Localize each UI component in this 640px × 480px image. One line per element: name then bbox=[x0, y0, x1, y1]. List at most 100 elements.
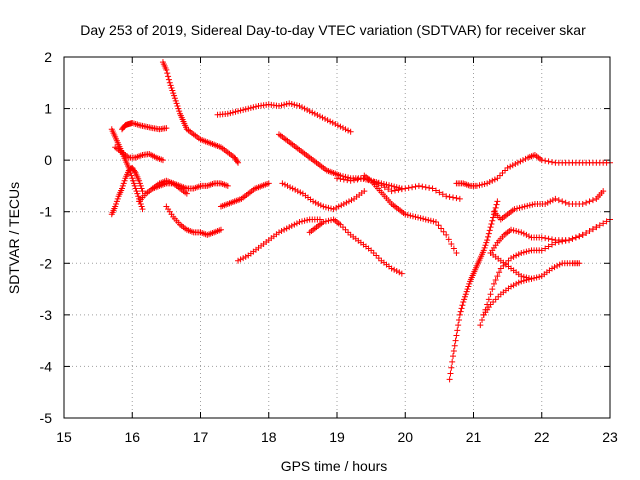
data-point bbox=[291, 221, 298, 228]
data-point bbox=[522, 155, 529, 162]
data-point bbox=[240, 106, 247, 113]
data-point bbox=[487, 224, 494, 231]
data-point bbox=[548, 241, 555, 248]
series-a bbox=[108, 126, 146, 213]
data-point bbox=[425, 217, 432, 224]
mark-layer bbox=[108, 59, 613, 383]
data-point bbox=[310, 198, 317, 205]
data-point bbox=[247, 104, 254, 111]
data-point bbox=[392, 187, 399, 194]
data-point bbox=[252, 103, 259, 110]
data-point bbox=[345, 198, 352, 205]
data-point bbox=[297, 189, 304, 196]
data-point bbox=[159, 157, 166, 164]
data-point bbox=[317, 202, 324, 209]
data-point bbox=[494, 198, 501, 205]
data-point bbox=[407, 212, 414, 219]
data-point bbox=[171, 95, 178, 102]
data-point bbox=[175, 105, 182, 112]
data-point bbox=[316, 216, 323, 223]
data-point bbox=[485, 230, 492, 237]
data-point bbox=[293, 220, 300, 227]
data-point bbox=[345, 174, 352, 181]
data-point bbox=[510, 282, 517, 289]
data-point bbox=[227, 110, 234, 117]
data-point bbox=[446, 376, 453, 383]
data-point bbox=[554, 262, 561, 269]
data-point bbox=[455, 317, 462, 324]
y-tick-label: -5 bbox=[40, 410, 53, 426]
y-tick-label: 0 bbox=[44, 152, 52, 168]
data-point bbox=[496, 172, 503, 179]
data-point bbox=[328, 217, 335, 224]
data-point bbox=[420, 215, 427, 222]
data-point bbox=[459, 302, 466, 309]
data-point bbox=[173, 100, 180, 107]
data-point bbox=[451, 342, 458, 349]
data-point bbox=[164, 70, 171, 77]
data-point bbox=[234, 158, 241, 165]
data-point bbox=[368, 247, 375, 254]
data-point bbox=[490, 298, 497, 305]
data-point bbox=[373, 252, 380, 259]
data-point bbox=[576, 233, 583, 240]
data-point bbox=[391, 266, 398, 273]
data-point bbox=[345, 229, 352, 236]
data-point bbox=[167, 82, 174, 89]
data-point bbox=[548, 265, 555, 272]
data-point bbox=[327, 118, 334, 125]
data-point bbox=[292, 186, 299, 193]
data-point bbox=[131, 168, 138, 175]
data-point bbox=[275, 102, 282, 109]
data-point bbox=[454, 327, 461, 334]
data-point bbox=[304, 217, 311, 224]
data-point bbox=[132, 185, 139, 192]
data-point bbox=[430, 218, 437, 225]
data-point bbox=[466, 280, 473, 287]
data-point bbox=[516, 204, 523, 211]
data-point bbox=[450, 353, 457, 360]
data-point bbox=[507, 163, 514, 170]
data-point bbox=[402, 211, 409, 218]
x-tick-label: 18 bbox=[261, 429, 277, 445]
data-point bbox=[319, 114, 326, 121]
data-point bbox=[343, 199, 350, 206]
data-point bbox=[549, 197, 556, 204]
data-point bbox=[489, 217, 496, 224]
data-point bbox=[332, 121, 339, 128]
data-point bbox=[453, 332, 460, 339]
data-point bbox=[476, 182, 483, 189]
data-point bbox=[113, 198, 120, 205]
data-point bbox=[422, 184, 429, 191]
data-point bbox=[242, 106, 249, 113]
data-point bbox=[301, 105, 308, 112]
data-point bbox=[589, 226, 596, 233]
data-point bbox=[520, 277, 527, 284]
data-point bbox=[486, 227, 493, 234]
data-point bbox=[330, 206, 337, 213]
data-point bbox=[513, 280, 520, 287]
plot-frame bbox=[63, 56, 611, 419]
data-point bbox=[138, 203, 145, 210]
data-point bbox=[378, 182, 385, 189]
data-point bbox=[583, 229, 590, 236]
data-point bbox=[171, 92, 178, 99]
data-point bbox=[163, 66, 170, 73]
data-point bbox=[440, 228, 447, 235]
data-point bbox=[484, 180, 491, 187]
data-point bbox=[465, 283, 472, 290]
data-point bbox=[523, 277, 530, 284]
data-point bbox=[412, 183, 419, 190]
data-point bbox=[583, 199, 590, 206]
data-point bbox=[324, 117, 331, 124]
data-point bbox=[488, 220, 495, 227]
data-point bbox=[235, 108, 242, 115]
data-point bbox=[443, 193, 450, 200]
data-point bbox=[296, 219, 303, 226]
x-axis-label: GPS time / hours bbox=[281, 458, 388, 474]
data-point bbox=[422, 216, 429, 223]
data-point bbox=[450, 347, 457, 354]
data-point bbox=[485, 233, 492, 240]
x-tick-label: 19 bbox=[329, 429, 345, 445]
data-point bbox=[463, 288, 470, 295]
